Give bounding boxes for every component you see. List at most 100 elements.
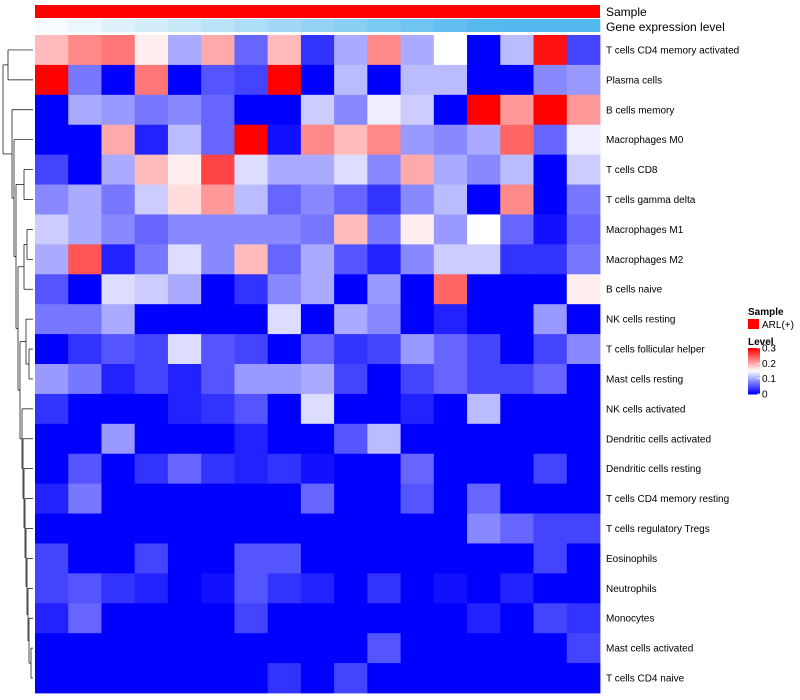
heatmap-cell [201, 214, 235, 245]
heatmap-cell [566, 393, 601, 425]
heatmap-cell [267, 94, 302, 126]
heatmap-cell [234, 603, 269, 634]
heatmap-cell [300, 214, 335, 245]
heatmap-cell [400, 453, 435, 485]
heatmap-cell [467, 603, 501, 634]
row-label: NK cells activated [606, 404, 685, 415]
heatmap-cell [300, 64, 335, 96]
legend-gradient-segment [748, 348, 760, 350]
row-dendrogram [2, 49, 33, 679]
row-label: T cells CD4 memory resting [606, 494, 729, 505]
legend-gradient-segment [748, 389, 760, 392]
heatmap-cell [201, 423, 235, 455]
heatmap-cell [367, 423, 401, 455]
heatmap-cell [35, 94, 69, 126]
heatmap-cell [134, 453, 169, 485]
heatmap-cell [566, 35, 601, 66]
legend-gradient-segment [748, 391, 760, 394]
heatmap-cell [400, 513, 435, 544]
heatmap-cell [101, 393, 136, 425]
heatmap-cell [500, 543, 534, 574]
heatmap-cell [467, 334, 501, 365]
heatmap-cell [334, 423, 368, 455]
heatmap-cell [134, 423, 169, 455]
row-label: T cells follicular helper [606, 345, 705, 356]
heatmap-cell [566, 453, 601, 485]
heatmap-cell [35, 573, 69, 604]
legend-gradient-segment [748, 362, 760, 365]
legend-gradient-segment [748, 357, 760, 359]
heatmap-cell [566, 423, 601, 455]
heatmap-cell [533, 663, 568, 694]
heatmap-cell [533, 94, 568, 126]
expression-annotation-cell [433, 19, 468, 32]
heatmap-cell [234, 633, 269, 664]
heatmap-cell [68, 573, 102, 604]
heatmap-cell [68, 334, 102, 365]
heatmap-cell [35, 453, 69, 485]
heatmap-cell [300, 513, 335, 544]
heatmap-cell [201, 513, 235, 544]
heatmap-cell [533, 274, 568, 305]
heatmap-cell [101, 154, 136, 185]
heatmap-cell [467, 214, 501, 245]
heatmap-cell [201, 154, 235, 185]
row-labels: T cells CD4 memory activated Plasma cells… [606, 45, 739, 684]
heatmap-cell [68, 304, 102, 335]
heatmap-cell [267, 393, 302, 425]
heatmap-cell [533, 124, 568, 156]
heatmap-cell [35, 663, 69, 694]
heatmap-cell [35, 64, 69, 96]
heatmap-cell [334, 663, 368, 694]
heatmap-cell [433, 663, 468, 694]
heatmap-cell [300, 94, 335, 126]
row-label: B cells naive [606, 285, 663, 296]
heatmap-cell [167, 304, 202, 335]
legend-gradient-segment [748, 361, 760, 364]
heatmap-cell [467, 543, 501, 574]
heatmap-cell [367, 214, 401, 245]
heatmap-cell [167, 573, 202, 604]
legend-gradient-segment [748, 356, 760, 358]
heatmap-cell [201, 184, 235, 215]
expression-annotation-cell [500, 19, 534, 32]
heatmap-cell [467, 364, 501, 395]
legend-gradient-segment [748, 376, 760, 379]
heatmap-cell [300, 274, 335, 305]
heatmap-cell [68, 453, 102, 485]
heatmap-cell [134, 94, 169, 126]
heatmap-cell [500, 663, 534, 694]
heatmap-cell [367, 64, 401, 96]
heatmap-cell [68, 364, 102, 395]
heatmap-cell [234, 334, 269, 365]
heatmap-cell [300, 35, 335, 66]
heatmap-cell [134, 64, 169, 96]
heatmap-cell [334, 154, 368, 185]
heatmap-cell [367, 154, 401, 185]
row-label: T cells CD4 naive [606, 674, 685, 685]
heatmap-cell [35, 334, 69, 365]
heatmap-cell [267, 334, 302, 365]
expression-annotation-cell [300, 19, 335, 32]
heatmap-cell [201, 603, 235, 634]
heatmap-cell [167, 214, 202, 245]
heatmap-cell [101, 364, 136, 395]
expression-annotation-cell [234, 19, 268, 32]
legend-gradient-segment [748, 351, 760, 354]
heatmap-cell [234, 423, 269, 455]
heatmap-cell [400, 364, 435, 395]
row-label: B cells memory [606, 105, 674, 116]
heatmap-cell [533, 543, 568, 574]
heatmap-cell [433, 364, 468, 395]
expression-annotation-cell [533, 19, 568, 32]
heatmap-cell [533, 64, 568, 96]
heatmap-cell [68, 214, 102, 245]
heatmap-cell [400, 483, 435, 514]
heatmap-cell [201, 334, 235, 365]
row-label: Macrophages M2 [606, 255, 684, 266]
heatmap-cell [400, 214, 435, 245]
heatmap-cell [167, 184, 202, 215]
heatmap-cell [167, 244, 202, 275]
heatmap-cell [500, 154, 534, 185]
